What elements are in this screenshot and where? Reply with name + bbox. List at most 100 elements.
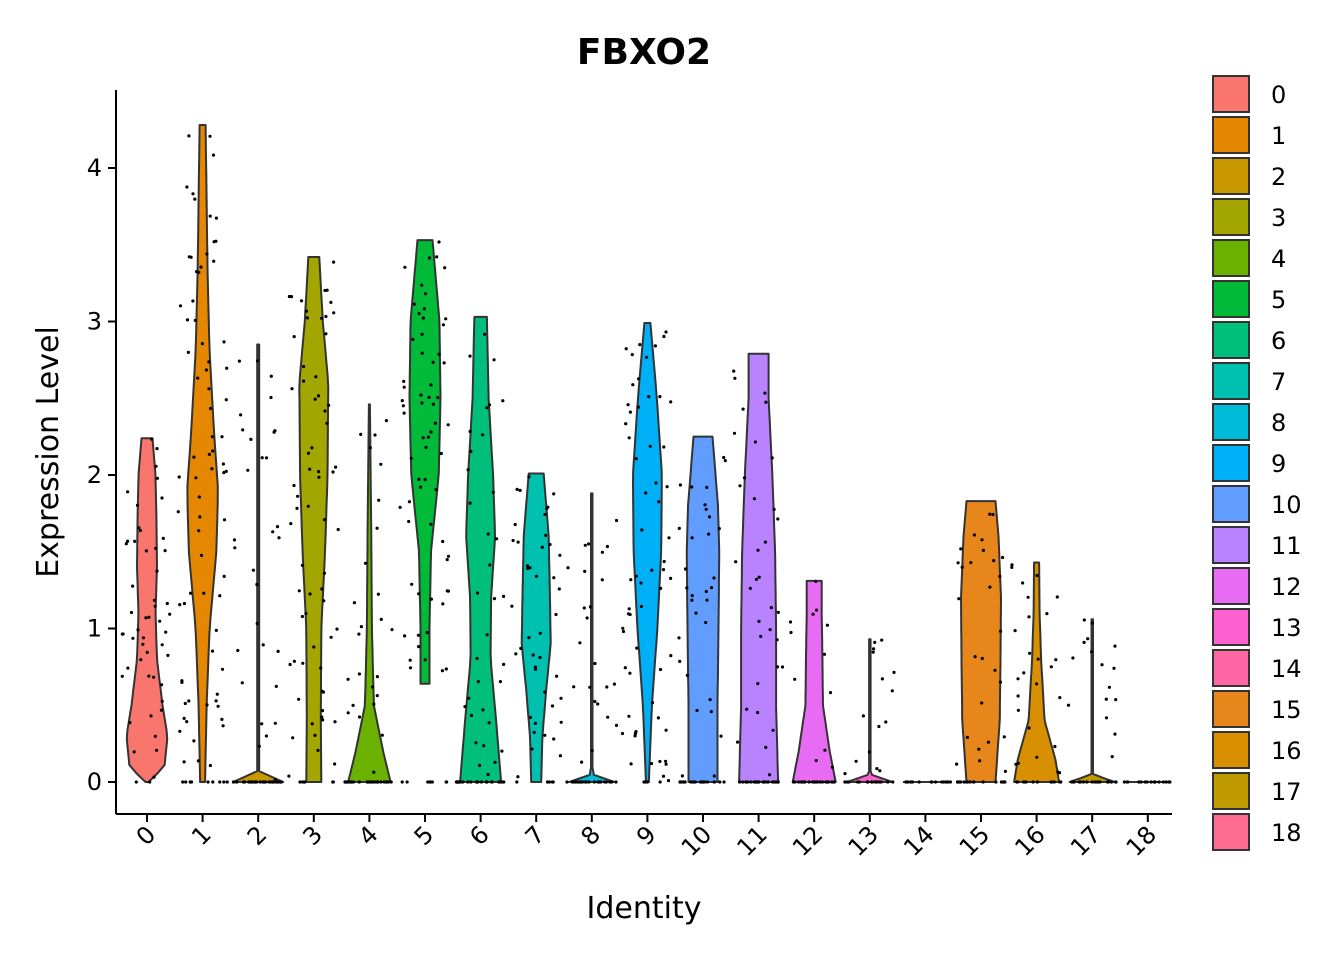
jitter-point bbox=[994, 780, 998, 784]
jitter-point bbox=[957, 597, 961, 601]
jitter-point bbox=[642, 780, 646, 784]
jitter-point bbox=[825, 780, 829, 784]
jitter-point bbox=[775, 665, 780, 669]
jitter-point bbox=[482, 744, 486, 748]
jitter-point bbox=[745, 780, 749, 784]
jitter-point bbox=[872, 647, 876, 651]
jitter-point bbox=[610, 780, 614, 784]
legend-label-11: 11 bbox=[1271, 532, 1302, 560]
jitter-point bbox=[1016, 708, 1021, 712]
jitter-point bbox=[685, 673, 690, 678]
jitter-point bbox=[211, 449, 215, 453]
violin-group-5 bbox=[398, 239, 451, 784]
jitter-point bbox=[258, 780, 262, 784]
jitter-point bbox=[745, 707, 749, 711]
jitter-point bbox=[605, 685, 609, 689]
jitter-point bbox=[197, 495, 201, 499]
jitter-point bbox=[187, 699, 191, 703]
jitter-point bbox=[683, 567, 688, 571]
jitter-point bbox=[429, 383, 433, 387]
jitter-point bbox=[1122, 780, 1126, 784]
jitter-point bbox=[185, 720, 189, 724]
y-axis-title: Expression Level bbox=[31, 326, 66, 578]
jitter-point bbox=[407, 500, 411, 504]
jitter-point bbox=[192, 455, 196, 459]
jitter-point bbox=[1058, 696, 1062, 700]
jitter-point bbox=[664, 728, 668, 732]
jitter-point bbox=[1001, 555, 1005, 560]
jitter-point bbox=[818, 780, 822, 784]
jitter-point bbox=[596, 702, 600, 706]
jitter-point bbox=[324, 332, 328, 336]
jitter-point bbox=[677, 526, 681, 531]
jitter-point bbox=[498, 680, 502, 684]
jitter-point bbox=[629, 762, 633, 766]
jitter-point bbox=[255, 359, 260, 363]
jitter-point bbox=[1100, 663, 1104, 667]
jitter-point bbox=[271, 780, 275, 784]
jitter-point bbox=[273, 721, 277, 725]
x-tick-label: 18 bbox=[1121, 820, 1162, 861]
jitter-point bbox=[998, 680, 1003, 684]
jitter-point bbox=[669, 576, 673, 581]
jitter-point bbox=[769, 606, 773, 610]
jitter-point bbox=[634, 730, 638, 734]
jitter-point bbox=[154, 546, 158, 551]
jitter-point bbox=[759, 634, 763, 639]
jitter-point bbox=[639, 604, 644, 609]
jitter-point bbox=[988, 585, 992, 589]
jitter-point bbox=[321, 718, 325, 722]
jitter-point bbox=[732, 369, 736, 373]
jitter-point bbox=[466, 468, 470, 472]
jitter-point bbox=[403, 265, 407, 269]
jitter-point bbox=[871, 650, 875, 654]
violin-group-3 bbox=[287, 256, 340, 784]
jitter-point bbox=[368, 780, 372, 784]
jitter-point bbox=[370, 685, 375, 689]
jitter-point bbox=[289, 295, 294, 299]
jitter-point bbox=[222, 518, 227, 522]
jitter-point bbox=[648, 444, 652, 448]
jitter-point bbox=[789, 630, 793, 635]
jitter-point bbox=[317, 470, 321, 474]
jitter-point bbox=[148, 780, 152, 784]
legend-label-14: 14 bbox=[1271, 655, 1302, 683]
violin-group-18 bbox=[1122, 780, 1172, 784]
jitter-point bbox=[627, 714, 631, 718]
violin-group-12 bbox=[788, 579, 837, 784]
jitter-point bbox=[335, 627, 339, 631]
jitter-point bbox=[659, 586, 663, 591]
jitter-point bbox=[178, 603, 182, 607]
jitter-point bbox=[566, 566, 570, 570]
jitter-point bbox=[291, 736, 295, 740]
jitter-point bbox=[239, 413, 243, 417]
jitter-point bbox=[467, 696, 471, 700]
jitter-point bbox=[246, 468, 250, 472]
legend-label-0: 0 bbox=[1271, 81, 1286, 109]
jitter-point bbox=[273, 429, 277, 433]
jitter-point bbox=[514, 652, 518, 656]
legend-swatch-7 bbox=[1212, 362, 1250, 400]
jitter-point bbox=[434, 488, 438, 492]
jitter-point bbox=[288, 662, 292, 667]
jitter-point bbox=[741, 780, 745, 784]
legend-label-3: 3 bbox=[1271, 204, 1286, 232]
jitter-point bbox=[187, 134, 191, 138]
jitter-point bbox=[184, 780, 188, 784]
jitter-point bbox=[202, 591, 206, 595]
jitter-point bbox=[222, 340, 226, 344]
jitter-point bbox=[543, 690, 547, 694]
jitter-point bbox=[214, 216, 218, 220]
violin-group-14 bbox=[902, 780, 953, 784]
jitter-point bbox=[875, 780, 879, 784]
jitter-point bbox=[160, 643, 164, 647]
jitter-point bbox=[797, 780, 801, 784]
jitter-point bbox=[993, 668, 997, 672]
jitter-point bbox=[664, 330, 668, 334]
jitter-point bbox=[334, 465, 338, 469]
jitter-point bbox=[306, 451, 311, 455]
jitter-point bbox=[763, 780, 767, 784]
jitter-point bbox=[372, 770, 376, 774]
jitter-point bbox=[571, 780, 575, 784]
jitter-point bbox=[359, 625, 363, 629]
